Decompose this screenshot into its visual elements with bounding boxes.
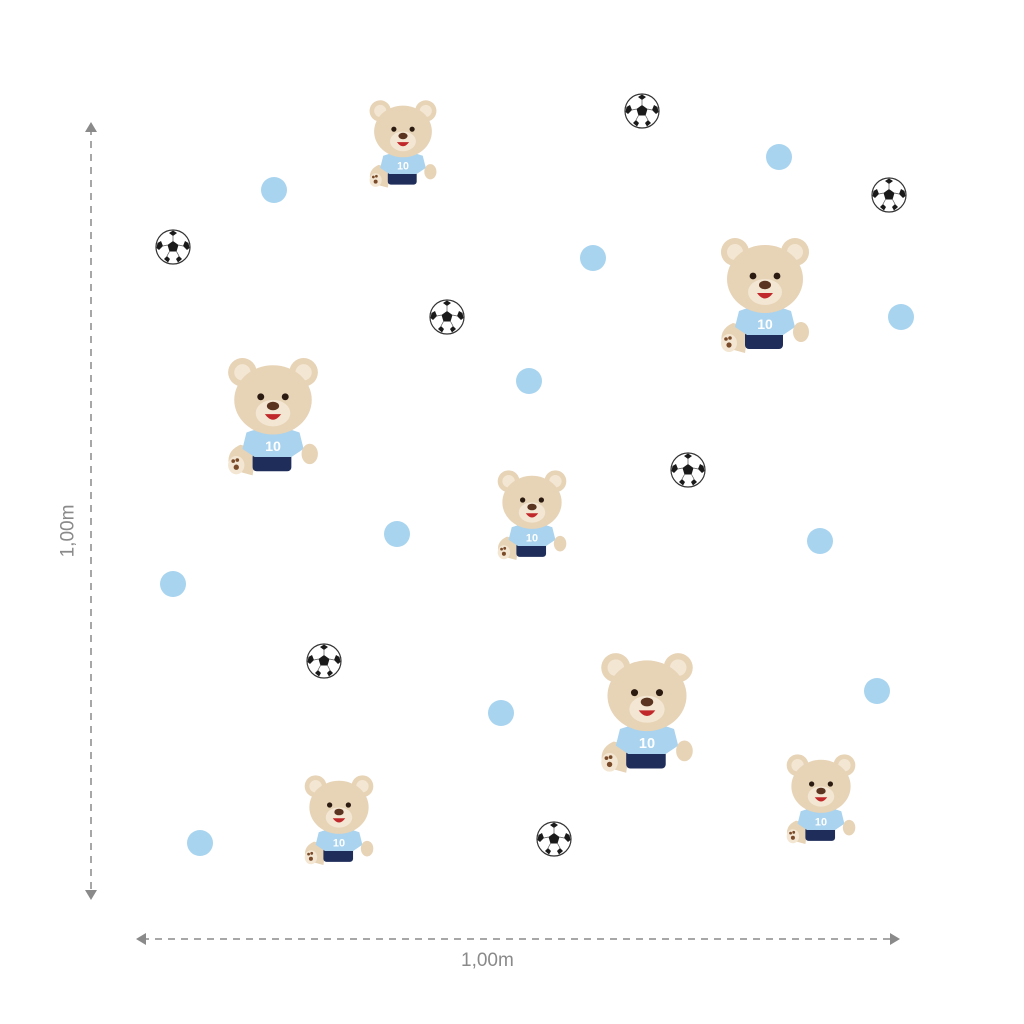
width-label: 1,00m: [461, 950, 514, 971]
arrow-up-icon: [85, 122, 97, 132]
teddy-bear-sticker: [304, 775, 374, 866]
teddy-bear-sticker: [497, 470, 567, 561]
width-dimension-line: [136, 933, 900, 945]
soccer-ball-icon: [536, 821, 572, 857]
arrow-right-icon: [890, 933, 900, 945]
blue-dot: [261, 177, 287, 203]
blue-dot: [807, 528, 833, 554]
teddy-bear-sticker: [228, 358, 318, 476]
teddy-bear-sticker: [721, 238, 809, 353]
blue-dot: [488, 700, 514, 726]
blue-dot: [864, 678, 890, 704]
blue-dot: [766, 144, 792, 170]
soccer-ball-icon: [871, 177, 907, 213]
teddy-bear-sticker: [601, 653, 693, 773]
teddy-bear-sticker: [786, 754, 856, 845]
blue-dot: [516, 368, 542, 394]
soccer-ball-icon: [429, 299, 465, 335]
blue-dot: [580, 245, 606, 271]
blue-dot: [187, 830, 213, 856]
blue-dot: [384, 521, 410, 547]
soccer-ball-icon: [155, 229, 191, 265]
height-label: 1,00m: [57, 504, 79, 558]
teddy-bear-sticker: [369, 100, 437, 188]
soccer-ball-icon: [670, 452, 706, 488]
height-dimension-line: [85, 122, 97, 900]
soccer-ball-icon: [306, 643, 342, 679]
soccer-ball-icon: [624, 93, 660, 129]
blue-dot: [888, 304, 914, 330]
arrow-left-icon: [136, 933, 146, 945]
arrow-down-icon: [85, 890, 97, 900]
blue-dot: [160, 571, 186, 597]
